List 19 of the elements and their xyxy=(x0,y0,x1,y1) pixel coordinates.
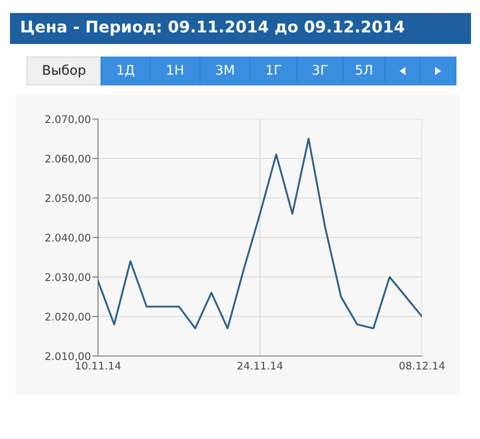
text: 5Л xyxy=(356,65,372,75)
y-tick-label: 2.070,00 xyxy=(45,115,90,124)
y-tick-label: 2.010,00 xyxy=(45,352,90,362)
y-tick-label: 2.040,00 xyxy=(45,234,90,243)
y-tick-label: 2.060,00 xyxy=(45,154,90,164)
text: 1Д xyxy=(118,65,134,77)
text: 1Г xyxy=(266,65,281,75)
chart-title: Цена - Период: 09.11.2014 до 09.12.2014 xyxy=(21,20,404,36)
text: 3Г xyxy=(312,64,328,75)
text: Выбор xyxy=(43,64,86,78)
x-tick-label: 24.11.14 xyxy=(238,362,283,370)
line-series xyxy=(98,138,422,330)
text: 3М xyxy=(216,64,234,75)
x-tick-label: 08.12.14 xyxy=(399,362,445,370)
y-tick-label: 2.050,00 xyxy=(45,194,90,204)
x-tick-label: 10.11.14 xyxy=(76,362,121,370)
text: 1Н xyxy=(167,65,183,75)
y-tick-label: 2.030,00 xyxy=(45,273,90,282)
y-tick-label: 2.020,00 xyxy=(45,312,90,322)
